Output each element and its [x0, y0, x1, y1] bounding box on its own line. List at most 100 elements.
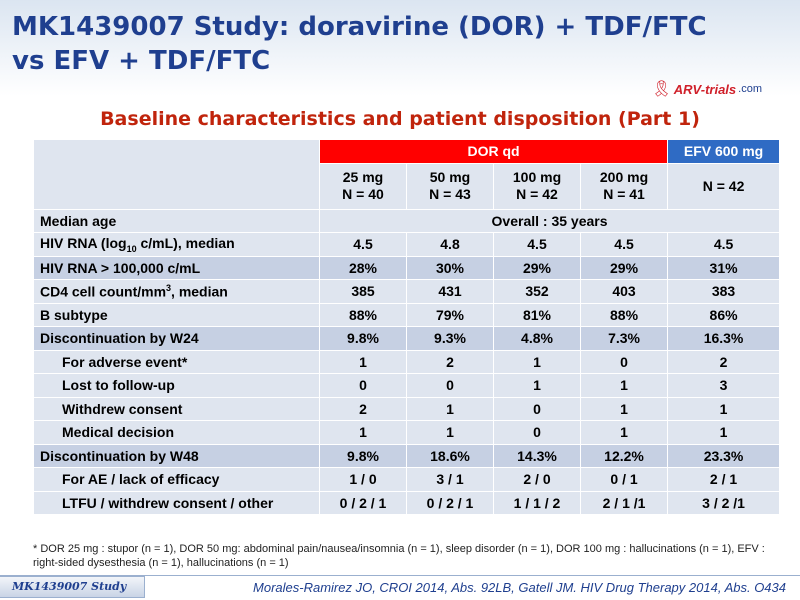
table-cell: 1 — [579, 373, 669, 398]
logo-brand: ARV-trials — [673, 81, 737, 97]
baseline-table: DOR qd EFV 600 mg 25 mg N = 40 50 mg N = 4… — [33, 139, 781, 515]
dose-header-100: 100 mg N = 42 — [493, 162, 581, 210]
table-cell: 0 — [493, 396, 581, 421]
footnote: * DOR 25 mg : stupor (n = 1), DOR 50 mg:… — [33, 543, 765, 569]
table-cell: 2 — [667, 349, 781, 374]
arv-trials-logo: 🎗 ARV-trials .com — [651, 78, 762, 100]
table-subtitle: Baseline characteristics and patient dis… — [100, 108, 700, 130]
table-cell: 3 / 2 /1 — [667, 490, 781, 515]
table-cell: 14.3% — [493, 443, 581, 468]
table-cell: 2 — [406, 349, 494, 374]
row-label: HIV RNA > 100,000 c/mL — [33, 255, 320, 280]
table-row-hiv-rna-high: HIV RNA > 100,000 c/mL 28% 30% 29% 29% 3… — [33, 255, 781, 280]
row-label: Lost to follow-up — [33, 373, 320, 398]
table-cell: 383 — [667, 279, 781, 304]
table-cell: 81% — [493, 302, 581, 327]
table-cell: 4.8 — [406, 232, 494, 257]
table-cell: 9.8% — [319, 326, 407, 351]
table-cell: 7.3% — [579, 326, 669, 351]
table-row-withdrew: Withdrew consent 2 1 0 1 1 — [33, 396, 781, 421]
dor-group-header: DOR qd — [318, 139, 669, 164]
reference-citation: Morales-Ramirez JO, CROI 2014, Abs. 92LB… — [253, 580, 786, 595]
row-label: Withdrew consent — [33, 396, 320, 421]
table-cell: 79% — [406, 302, 494, 327]
dose-header-25: 25 mg N = 40 — [319, 162, 407, 210]
table-cell: 0 — [319, 373, 407, 398]
table-cell: 1 — [493, 373, 581, 398]
row-label: B subtype — [33, 302, 320, 327]
title-bar — [0, 0, 800, 96]
table-cell: 1 — [406, 420, 494, 445]
table-cell: 4.5 — [319, 232, 407, 257]
table-row-cd4: CD4 cell count/mm3, median 385 431 352 4… — [33, 279, 781, 304]
table-row-ae: For adverse event* 1 2 1 0 2 — [33, 349, 781, 374]
table-cell: 403 — [579, 279, 669, 304]
row-label: Discontinuation by W48 — [33, 443, 320, 468]
table-cell: 1 — [493, 349, 581, 374]
table-cell: 0 — [493, 420, 581, 445]
table-cell: 4.5 — [493, 232, 581, 257]
table-cell: 29% — [493, 255, 581, 280]
logo-tld: .com — [738, 83, 762, 95]
table-row-hiv-rna: HIV RNA (log10 c/mL), median 4.5 4.8 4.5… — [33, 232, 781, 257]
table-row-lost: Lost to follow-up 0 0 1 1 3 — [33, 373, 781, 398]
table-cell: 1 — [667, 396, 781, 421]
dose-header-efv: N = 42 — [667, 162, 781, 210]
row-label: Median age — [33, 208, 320, 233]
table-row-disc-w48: Discontinuation by W48 9.8% 18.6% 14.3% … — [33, 443, 781, 468]
table-cell: 1 — [319, 349, 407, 374]
table-cell: 4.5 — [579, 232, 669, 257]
table-cell: 9.3% — [406, 326, 494, 351]
table-cell: 1 — [406, 396, 494, 421]
table-row-ae-efficacy: For AE / lack of efficacy 1 / 0 3 / 1 2 … — [33, 467, 781, 492]
table-cell: 3 — [667, 373, 781, 398]
table-cell: 0 — [579, 349, 669, 374]
row-label: HIV RNA (log10 c/mL), median — [33, 232, 320, 257]
table-cell: 3 / 1 — [406, 467, 494, 492]
row-label: For AE / lack of efficacy — [33, 467, 320, 492]
table-cell: 29% — [579, 255, 669, 280]
table-cell: 2 / 0 — [493, 467, 581, 492]
group-header-row: DOR qd EFV 600 mg — [33, 139, 781, 210]
median-age-value: Overall : 35 years — [318, 208, 781, 233]
table-row-disc-w24: Discontinuation by W24 9.8% 9.3% 4.8% 7.… — [33, 326, 781, 351]
slide-title: MK1439007 Study: doravirine (DOR) + TDF/… — [12, 12, 707, 76]
table-cell: 0 — [406, 373, 494, 398]
table-cell: 1 — [319, 420, 407, 445]
table-cell: 0 / 2 / 1 — [406, 490, 494, 515]
table-cell: 2 / 1 — [667, 467, 781, 492]
footer-divider — [0, 575, 800, 576]
table-cell: 1 / 1 / 2 — [493, 490, 581, 515]
table-cell: 0 / 1 — [579, 467, 669, 492]
table-row-medical: Medical decision 1 1 0 1 1 — [33, 420, 781, 445]
table-cell: 1 / 0 — [319, 467, 407, 492]
table-cell: 1 — [579, 396, 669, 421]
table-cell: 1 — [667, 420, 781, 445]
table-cell: 1 — [579, 420, 669, 445]
table-row-ltfu: LTFU / withdrew consent / other 0 / 2 / … — [33, 490, 781, 515]
dose-header-50: 50 mg N = 43 — [406, 162, 494, 210]
row-label: CD4 cell count/mm3, median — [33, 279, 320, 304]
table-cell: 88% — [319, 302, 407, 327]
table-cell: 4.8% — [493, 326, 581, 351]
table-cell: 88% — [579, 302, 669, 327]
row-label: For adverse event* — [33, 349, 320, 374]
table-cell: 2 — [319, 396, 407, 421]
table-cell: 2 / 1 /1 — [579, 490, 669, 515]
table-cell: 352 — [493, 279, 581, 304]
dose-header-200: 200 mg N = 41 — [579, 162, 669, 210]
study-tab: MK1439007 Study — [0, 576, 145, 598]
table-cell: 31% — [667, 255, 781, 280]
table-cell: 28% — [319, 255, 407, 280]
table-cell: 385 — [319, 279, 407, 304]
row-label: Medical decision — [33, 420, 320, 445]
table-cell: 16.3% — [667, 326, 781, 351]
table-row-b-subtype: B subtype 88% 79% 81% 88% 86% — [33, 302, 781, 327]
table-cell: 4.5 — [667, 232, 781, 257]
table-cell: 30% — [406, 255, 494, 280]
table-cell: 0 / 2 / 1 — [319, 490, 407, 515]
red-ribbon-icon: 🎗 — [651, 81, 672, 98]
row-label: Discontinuation by W24 — [33, 326, 320, 351]
table-cell: 431 — [406, 279, 494, 304]
efv-group-header: EFV 600 mg — [667, 139, 781, 164]
